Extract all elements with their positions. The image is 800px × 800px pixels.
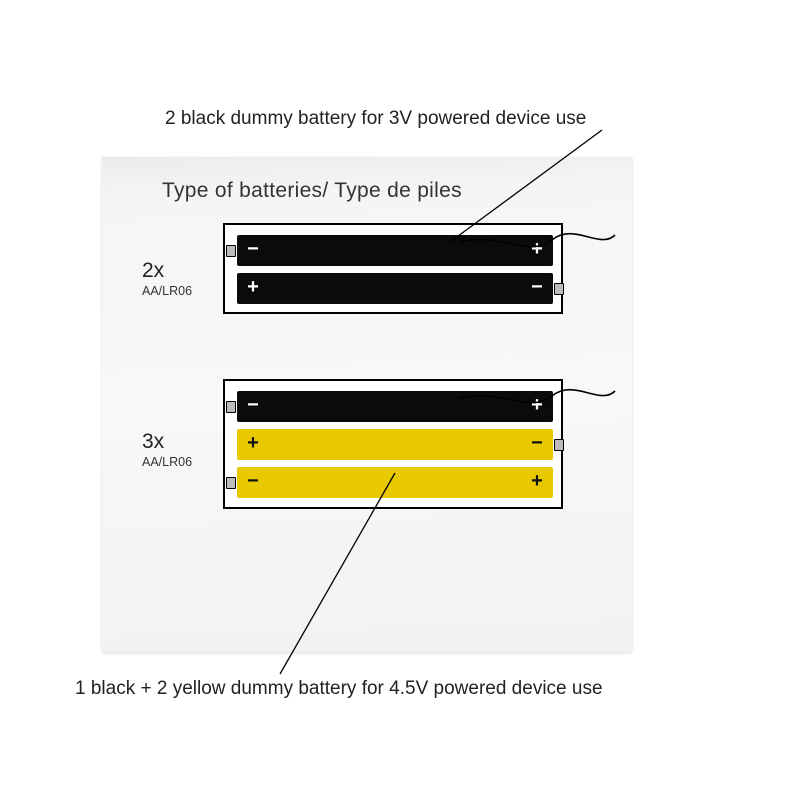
section-sublabel: AA/LR06 bbox=[142, 284, 192, 298]
black-battery-cell: −+ bbox=[237, 235, 553, 266]
section-label: 3x bbox=[142, 430, 164, 454]
polarity-sign: − bbox=[531, 433, 543, 456]
polarity-sign: + bbox=[531, 239, 543, 262]
battery-contact-tab bbox=[226, 401, 236, 413]
polarity-sign: − bbox=[531, 277, 543, 300]
polarity-sign: + bbox=[247, 277, 259, 300]
battery-contact-tab bbox=[554, 283, 564, 295]
polarity-sign: − bbox=[247, 395, 259, 418]
section-label: 2x bbox=[142, 259, 164, 283]
callout-top: 2 black dummy battery for 3V powered dev… bbox=[165, 108, 586, 130]
battery-contact-tab bbox=[226, 245, 236, 257]
polarity-sign: + bbox=[531, 471, 543, 494]
polarity-sign: + bbox=[531, 395, 543, 418]
yellow-battery-cell: −+ bbox=[237, 467, 553, 498]
callout-bottom: 1 black + 2 yellow dummy battery for 4.5… bbox=[75, 678, 603, 700]
instruction-paper: Type of batteries/ Type de piles 2xAA/LR… bbox=[102, 157, 632, 652]
section-sublabel: AA/LR06 bbox=[142, 455, 192, 469]
polarity-sign: − bbox=[247, 239, 259, 262]
battery-holder: −++− bbox=[223, 223, 563, 314]
battery-contact-tab bbox=[554, 439, 564, 451]
black-battery-cell: −+ bbox=[237, 391, 553, 422]
black-battery-cell: +− bbox=[237, 273, 553, 304]
polarity-sign: + bbox=[247, 433, 259, 456]
yellow-battery-cell: +− bbox=[237, 429, 553, 460]
battery-contact-tab bbox=[226, 477, 236, 489]
battery-holder: −++−−+ bbox=[223, 379, 563, 509]
paper-title: Type of batteries/ Type de piles bbox=[162, 179, 462, 203]
polarity-sign: − bbox=[247, 471, 259, 494]
